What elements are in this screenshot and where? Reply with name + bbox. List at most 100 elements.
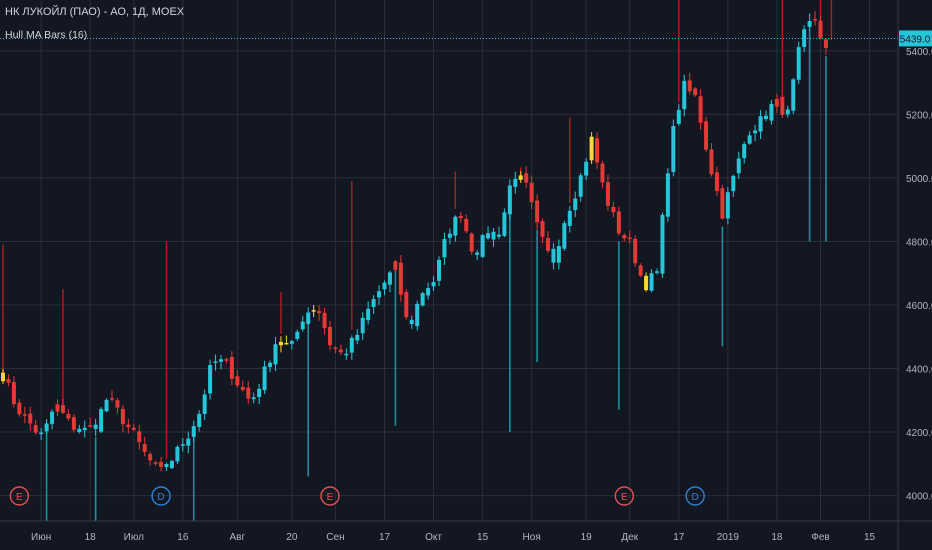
candle-body [387, 272, 392, 285]
x-tick-label: 16 [177, 532, 189, 543]
candle-body [409, 319, 414, 325]
x-tick-label: Авг [230, 532, 246, 543]
candle-body [578, 175, 583, 197]
dividend-marker-circle [151, 486, 171, 506]
candle-body [404, 292, 409, 318]
candle-body [186, 438, 191, 446]
candle-body [240, 386, 245, 390]
candle-body [742, 144, 747, 159]
x-tick-label: Ноя [523, 532, 541, 543]
candle-body [197, 413, 202, 428]
candle-body [791, 79, 796, 111]
candle-body [311, 310, 316, 312]
candle-body [191, 426, 196, 437]
candle-body [415, 303, 420, 327]
grid-layer [0, 0, 898, 521]
candle-body [655, 271, 659, 273]
candle-body [17, 402, 22, 415]
candle-body [665, 173, 670, 217]
candle-body [567, 210, 572, 226]
candle-body [300, 321, 305, 330]
dividend-marker-label: D [692, 492, 699, 503]
candle-body [251, 397, 256, 400]
dividend-marker[interactable]: D [151, 486, 171, 506]
earnings-marker-label: E [327, 492, 334, 503]
candle-body [11, 382, 16, 405]
candle-body [338, 349, 343, 353]
candle-body [153, 462, 158, 464]
candle-body [595, 138, 600, 163]
candle-body [1, 372, 5, 382]
candle-body [693, 88, 698, 96]
indicator-legend[interactable]: Hull MA Bars (16) [5, 29, 88, 41]
candle-body [377, 291, 382, 298]
x-tick-label: 19 [581, 532, 593, 543]
candle-body [546, 238, 550, 251]
x-tick-label: 20 [286, 532, 298, 543]
candle-body [747, 135, 752, 144]
candle-body [246, 387, 251, 399]
candle-body [813, 19, 818, 21]
y-tick-label: 4000.0 [906, 492, 932, 503]
candle-body [518, 175, 523, 180]
candle-body [77, 428, 82, 433]
candle-body [137, 431, 142, 443]
candle-body [382, 282, 387, 290]
candle-body [295, 331, 300, 339]
candle-body [502, 212, 507, 236]
earnings-marker[interactable]: E [9, 486, 30, 506]
candle-body [600, 163, 605, 183]
candle-body [622, 235, 627, 239]
earnings-marker[interactable]: E [614, 486, 634, 506]
candle-body [175, 446, 180, 462]
candle-body [159, 461, 164, 467]
candle-body [486, 233, 491, 239]
candle-body [306, 312, 311, 324]
candle-body [437, 259, 441, 281]
candle-body [224, 359, 229, 361]
candle-body [764, 115, 768, 120]
candle-body [671, 125, 676, 172]
earnings-marker-label: E [16, 492, 23, 503]
candle-body [50, 411, 55, 424]
candle-body [349, 337, 354, 353]
candle-body [731, 175, 736, 192]
candle-body [736, 158, 741, 174]
candle-body [660, 214, 665, 274]
candle-body [584, 161, 589, 176]
hull-wick-layer [2, 0, 833, 521]
last-price-badge [899, 30, 932, 47]
x-tick-label: 2019 [717, 532, 740, 543]
earnings-marker-circle [320, 486, 340, 506]
candle-body [322, 312, 327, 329]
candle-body [393, 261, 398, 270]
earnings-marker[interactable]: E [320, 486, 340, 506]
candle-body [611, 206, 616, 213]
candle-body [725, 192, 730, 219]
dividend-marker[interactable]: D [685, 486, 705, 506]
candle-body [82, 427, 87, 431]
candle-body [148, 454, 153, 461]
y-tick-label: 5000.0 [906, 174, 932, 185]
candle-body [698, 96, 703, 123]
y-tick-label: 4200.0 [906, 428, 932, 439]
x-tick-label: Июл [124, 532, 144, 543]
candle-body [366, 308, 371, 321]
candle-body [120, 408, 125, 425]
candle-body [807, 20, 812, 27]
candle-body [709, 149, 714, 175]
candle-body [644, 275, 649, 291]
candle-body [496, 234, 501, 237]
candle-body [93, 424, 98, 429]
candle-body [278, 341, 283, 346]
candle-body [328, 327, 332, 346]
x-tick-label: 18 [771, 532, 783, 543]
candle-body [475, 252, 480, 255]
candle-body [164, 464, 169, 468]
candle-body [169, 460, 174, 469]
candle-body [180, 444, 185, 446]
